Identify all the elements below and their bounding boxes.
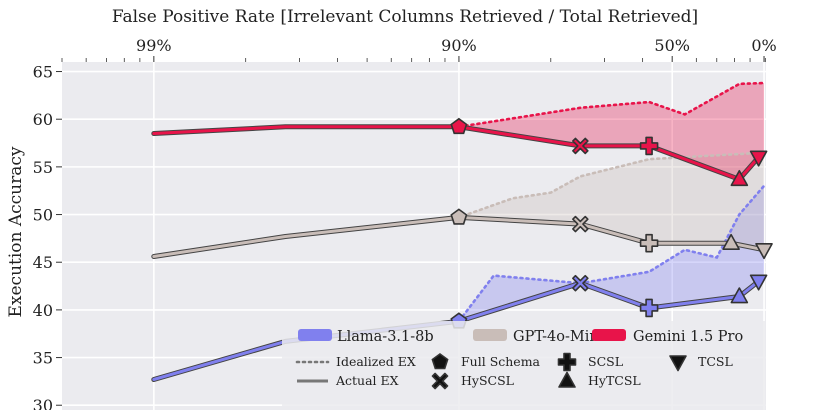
legend-marker-triangle-down — [669, 355, 687, 372]
y-tick-label: 45 — [33, 253, 53, 272]
marker-1 — [722, 233, 740, 250]
series-fill-2 — [153, 83, 765, 180]
y-tick-label: 55 — [33, 158, 53, 177]
legend-marker-pentagon — [431, 353, 449, 370]
legend-line-label: Actual EX — [335, 373, 399, 388]
marker-0 — [749, 274, 768, 291]
y-tick-label: 65 — [33, 63, 53, 82]
legend-marker-plus — [557, 352, 577, 372]
legend-method-label: HySCSL — [461, 373, 514, 388]
legend-method-label: TCSL — [698, 354, 733, 369]
marker-2 — [572, 137, 589, 155]
marker-1 — [572, 215, 589, 233]
legend-method-label: HyTCSL — [588, 373, 641, 388]
legend-marker-triangle-up — [558, 371, 576, 388]
legend-swatch-1 — [473, 329, 507, 341]
legend-series-label: GPT-4o-Mini — [513, 329, 604, 345]
x-tick-label: 99% — [136, 36, 172, 55]
legend-method-label: SCSL — [588, 354, 623, 369]
legend-swatch-2 — [592, 329, 626, 341]
y-tick-label: 35 — [33, 349, 53, 368]
marker-2 — [639, 136, 659, 156]
chart-title: False Positive Rate [Irrelevant Columns … — [112, 7, 698, 27]
marker-1 — [639, 233, 659, 253]
idealized-line-2 — [152, 81, 766, 135]
y-tick-label: 60 — [33, 110, 53, 129]
marker-2 — [730, 169, 749, 187]
legend: Llama-3.1-8b GPT-4o-Mini Gemini 1.5 Pro Ide… — [282, 321, 766, 410]
axes-layer: 30 35 40 45 50 55 60 65 99% 90% 50% 0% — [33, 36, 777, 410]
legend-box — [282, 321, 766, 410]
marker-1 — [450, 208, 468, 225]
x-tick-label: 50% — [654, 36, 690, 55]
marker-2 — [749, 150, 768, 167]
legend-series-label: Gemini 1.5 Pro — [633, 329, 743, 345]
x-tick-label: 90% — [441, 36, 477, 55]
marker-0 — [572, 274, 589, 292]
y-tick-label: 30 — [33, 396, 53, 410]
legend-method-label: Full Schema — [461, 354, 541, 369]
y-tick-label: 40 — [33, 301, 53, 320]
legend-line-label: Idealized EX — [336, 354, 416, 369]
series-fill-0 — [153, 185, 765, 380]
legend-marker-x — [431, 372, 449, 390]
marker-0 — [730, 287, 749, 304]
y-tick-label: 50 — [33, 206, 53, 225]
marker-2 — [450, 117, 468, 135]
y-axis-label: Execution Accuracy — [6, 146, 26, 317]
x-tick-label: 0% — [751, 36, 776, 55]
legend-series-label: Llama-3.1-8b — [337, 329, 434, 345]
legend-swatch-0 — [298, 329, 332, 341]
marker-1 — [755, 243, 773, 260]
marker-0 — [639, 298, 659, 318]
